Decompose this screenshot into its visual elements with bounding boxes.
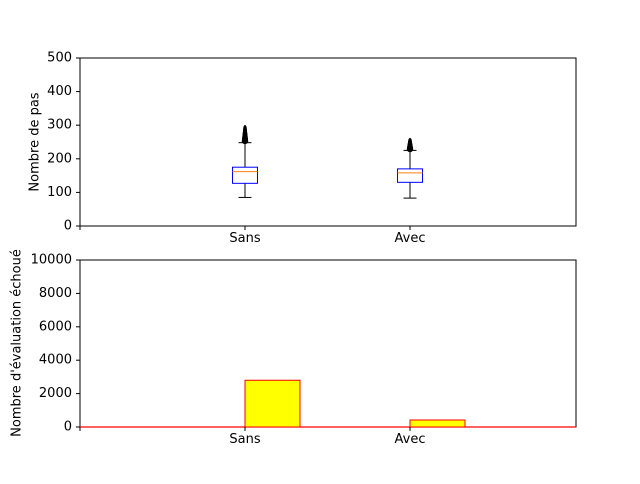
- y-tick-label: 500: [47, 51, 72, 66]
- bar-y-axis-label: Nombre d'évaluation échoué: [10, 249, 25, 437]
- bar-sans: [244, 379, 301, 428]
- boxplot-axes-frame: [79, 57, 577, 227]
- box-iqr: [232, 166, 258, 184]
- y-tick-label: 100: [47, 185, 72, 200]
- y-tick-label: 0: [64, 420, 72, 435]
- y-tick-label: 4000: [39, 353, 72, 368]
- boxplot-panel: 0 100 200 300 400 500 Sans Avec Nombre de pas: [28, 51, 577, 246]
- boxplot-y-axis-label: Nombre de pas: [28, 92, 43, 191]
- boxplot-y-ticks: 0 100 200 300 400 500: [47, 51, 80, 234]
- bar-avec: [409, 419, 466, 428]
- y-tick-label: 6000: [39, 319, 72, 334]
- y-tick-label: 2000: [39, 386, 72, 401]
- y-tick-label: 0: [64, 219, 72, 234]
- boxplot-marks: [232, 125, 423, 199]
- x-tick-label: Avec: [395, 231, 426, 246]
- x-tick-label: Sans: [229, 432, 260, 447]
- y-tick-label: 200: [47, 151, 72, 166]
- box-iqr: [397, 168, 423, 183]
- bar-y-ticks: 0 2000 4000 6000 8000 10000: [31, 253, 80, 435]
- y-tick-label: 300: [47, 118, 72, 133]
- bar-x-ticks: Sans Avec: [79, 427, 426, 447]
- boxplot-x-ticks: Sans Avec: [79, 226, 426, 246]
- bar-marks: [80, 379, 576, 428]
- y-tick-label: 10000: [31, 253, 72, 268]
- bar-panel: 0 2000 4000 6000 8000 10000 Sans Avec Nombre d…: [10, 249, 577, 447]
- outlier-point: [408, 137, 412, 144]
- y-tick-label: 400: [47, 84, 72, 99]
- x-tick-label: Sans: [229, 231, 260, 246]
- y-tick-label: 8000: [39, 286, 72, 301]
- bar-axes-frame: [79, 259, 577, 428]
- outlier-point: [243, 125, 247, 131]
- x-tick-label: Avec: [395, 432, 426, 447]
